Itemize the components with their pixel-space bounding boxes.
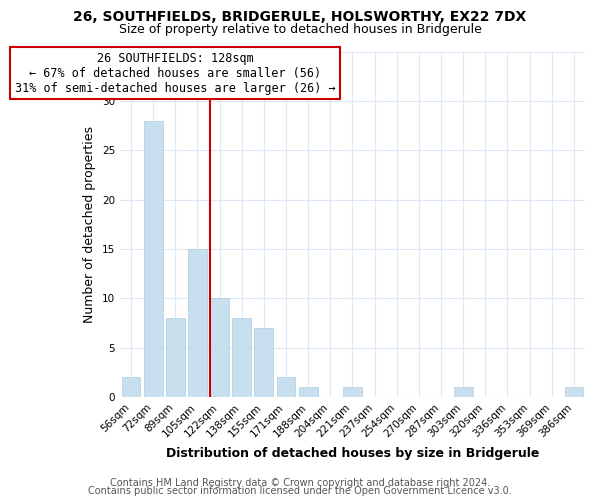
Text: 26, SOUTHFIELDS, BRIDGERULE, HOLSWORTHY, EX22 7DX: 26, SOUTHFIELDS, BRIDGERULE, HOLSWORTHY,…: [73, 10, 527, 24]
Bar: [565, 387, 583, 397]
Bar: [454, 387, 473, 397]
Bar: [299, 387, 317, 397]
Bar: [343, 387, 362, 397]
Bar: [232, 318, 251, 397]
X-axis label: Distribution of detached houses by size in Bridgerule: Distribution of detached houses by size …: [166, 447, 539, 460]
Bar: [254, 328, 274, 397]
Bar: [277, 377, 295, 397]
Text: Size of property relative to detached houses in Bridgerule: Size of property relative to detached ho…: [119, 22, 481, 36]
Bar: [122, 377, 140, 397]
Text: Contains public sector information licensed under the Open Government Licence v3: Contains public sector information licen…: [88, 486, 512, 496]
Text: Contains HM Land Registry data © Crown copyright and database right 2024.: Contains HM Land Registry data © Crown c…: [110, 478, 490, 488]
Text: 26 SOUTHFIELDS: 128sqm
← 67% of detached houses are smaller (56)
31% of semi-det: 26 SOUTHFIELDS: 128sqm ← 67% of detached…: [15, 52, 335, 94]
Bar: [144, 120, 163, 397]
Bar: [166, 318, 185, 397]
Y-axis label: Number of detached properties: Number of detached properties: [83, 126, 96, 322]
Bar: [188, 249, 207, 397]
Bar: [210, 298, 229, 397]
